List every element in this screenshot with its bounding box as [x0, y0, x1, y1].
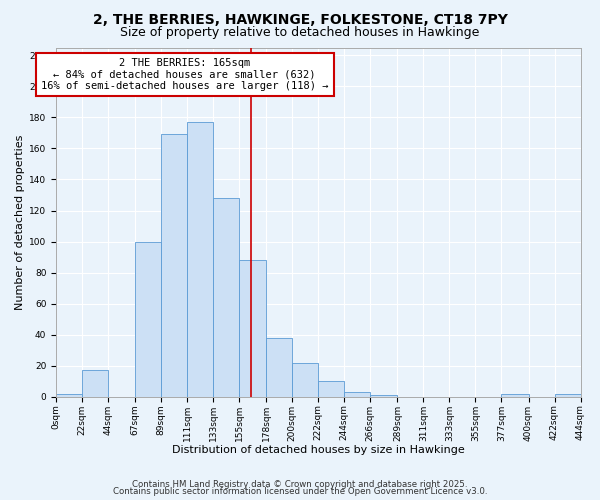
- Bar: [213, 198, 239, 397]
- X-axis label: Distribution of detached houses by size in Hawkinge: Distribution of detached houses by size …: [172, 445, 464, 455]
- Text: Contains HM Land Registry data © Crown copyright and database right 2025.: Contains HM Land Registry data © Crown c…: [132, 480, 468, 489]
- Bar: [56, 394, 82, 397]
- Bar: [554, 394, 581, 397]
- Bar: [319, 382, 344, 397]
- Bar: [266, 338, 292, 397]
- Bar: [292, 362, 319, 397]
- Bar: [370, 396, 397, 397]
- Bar: [135, 242, 161, 397]
- Y-axis label: Number of detached properties: Number of detached properties: [15, 134, 25, 310]
- Bar: [187, 122, 213, 397]
- Text: 2, THE BERRIES, HAWKINGE, FOLKESTONE, CT18 7PY: 2, THE BERRIES, HAWKINGE, FOLKESTONE, CT…: [92, 12, 508, 26]
- Bar: [344, 392, 370, 397]
- Bar: [239, 260, 266, 397]
- Text: Size of property relative to detached houses in Hawkinge: Size of property relative to detached ho…: [121, 26, 479, 39]
- Text: Contains public sector information licensed under the Open Government Licence v3: Contains public sector information licen…: [113, 488, 487, 496]
- Bar: [502, 394, 529, 397]
- Bar: [82, 370, 108, 397]
- Text: 2 THE BERRIES: 165sqm
← 84% of detached houses are smaller (632)
16% of semi-det: 2 THE BERRIES: 165sqm ← 84% of detached …: [41, 58, 328, 91]
- Bar: [161, 134, 187, 397]
